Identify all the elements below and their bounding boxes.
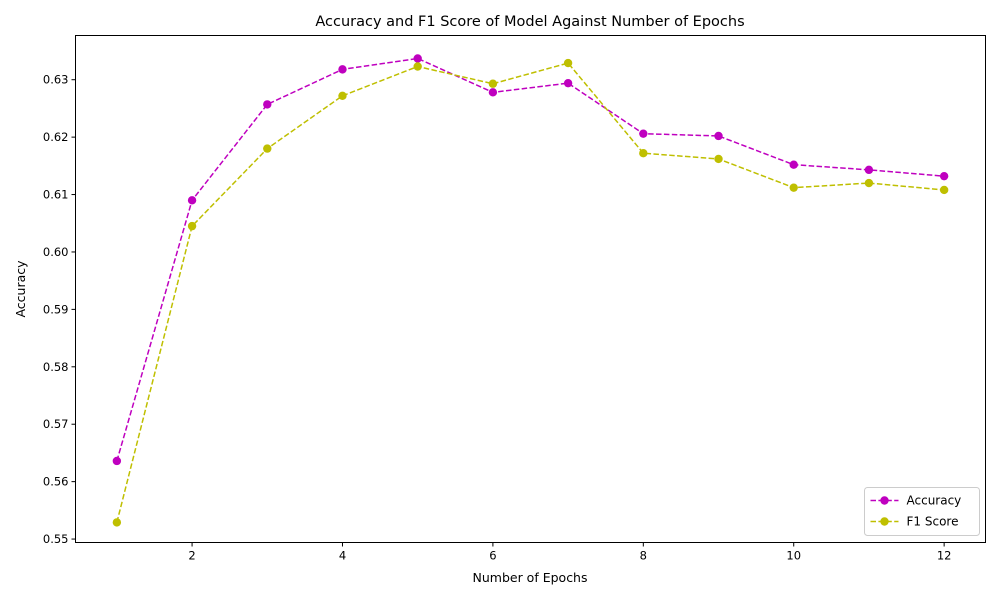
series-2-point bbox=[488, 79, 498, 88]
x-tick-label: 12 bbox=[937, 549, 952, 563]
series-2-point bbox=[112, 518, 122, 527]
plot-area bbox=[112, 54, 949, 527]
series-2-point bbox=[263, 144, 272, 153]
axes-frame bbox=[75, 35, 986, 543]
series-2-point bbox=[639, 149, 648, 158]
y-tick-label: 0.59 bbox=[43, 302, 69, 316]
series-1-point bbox=[338, 65, 347, 74]
y-tick-label: 0.55 bbox=[43, 532, 69, 546]
series-2-point bbox=[714, 154, 723, 164]
legend: Accuracy F1 Score bbox=[864, 487, 980, 536]
series-1-point bbox=[263, 100, 272, 109]
chart-title: Accuracy and F1 Score of Model Against N… bbox=[315, 14, 744, 30]
x-tick-label: 8 bbox=[640, 549, 647, 563]
y-tick-label: 0.61 bbox=[43, 188, 69, 202]
series-2-point bbox=[187, 221, 197, 231]
series-1-point bbox=[413, 54, 422, 63]
y-tick-label: 0.57 bbox=[43, 417, 69, 431]
series-2-point bbox=[939, 185, 949, 195]
series-1-point bbox=[789, 160, 798, 169]
y-axis-label: Accuracy bbox=[13, 260, 28, 318]
series-1-point bbox=[639, 129, 648, 138]
y-tick-label: 0.63 bbox=[43, 73, 69, 87]
y-tick-label: 0.60 bbox=[43, 245, 69, 259]
y-axis-ticks: 0.55 0.56 0.57 0.58 0.59 0.60 0.61 0.62 0.63 bbox=[43, 73, 76, 546]
legend-box bbox=[864, 487, 980, 536]
legend-label: F1 Score bbox=[907, 515, 959, 529]
series-2-point bbox=[864, 178, 874, 188]
x-axis-label: Number of Epochs bbox=[473, 570, 588, 585]
series-2-point bbox=[789, 183, 798, 192]
y-tick-label: 0.62 bbox=[43, 130, 69, 144]
series-1-point bbox=[714, 131, 723, 141]
series-2-point bbox=[413, 62, 422, 71]
series-2-point bbox=[338, 91, 347, 100]
x-tick-label: 6 bbox=[489, 549, 496, 563]
series-1-point bbox=[187, 196, 197, 205]
y-tick-label: 0.58 bbox=[43, 360, 69, 374]
legend-label: Accuracy bbox=[907, 494, 962, 508]
series-1-point bbox=[939, 171, 949, 181]
x-axis-ticks: 2 4 6 8 10 12 bbox=[188, 542, 952, 563]
series-line-1 bbox=[116, 57, 945, 462]
series-2-point bbox=[563, 58, 573, 68]
series-1-point bbox=[563, 78, 573, 88]
series-1-point bbox=[112, 456, 122, 466]
series-line-2 bbox=[116, 62, 945, 523]
y-tick-label: 0.56 bbox=[43, 475, 69, 489]
x-tick-label: 2 bbox=[188, 549, 195, 563]
series-1-point bbox=[488, 88, 498, 97]
x-tick-label: 4 bbox=[339, 549, 346, 563]
legend-swatch-marker bbox=[880, 496, 889, 505]
series-1-point bbox=[864, 165, 874, 175]
legend-swatch-marker bbox=[880, 517, 889, 526]
x-tick-label: 10 bbox=[786, 549, 801, 563]
